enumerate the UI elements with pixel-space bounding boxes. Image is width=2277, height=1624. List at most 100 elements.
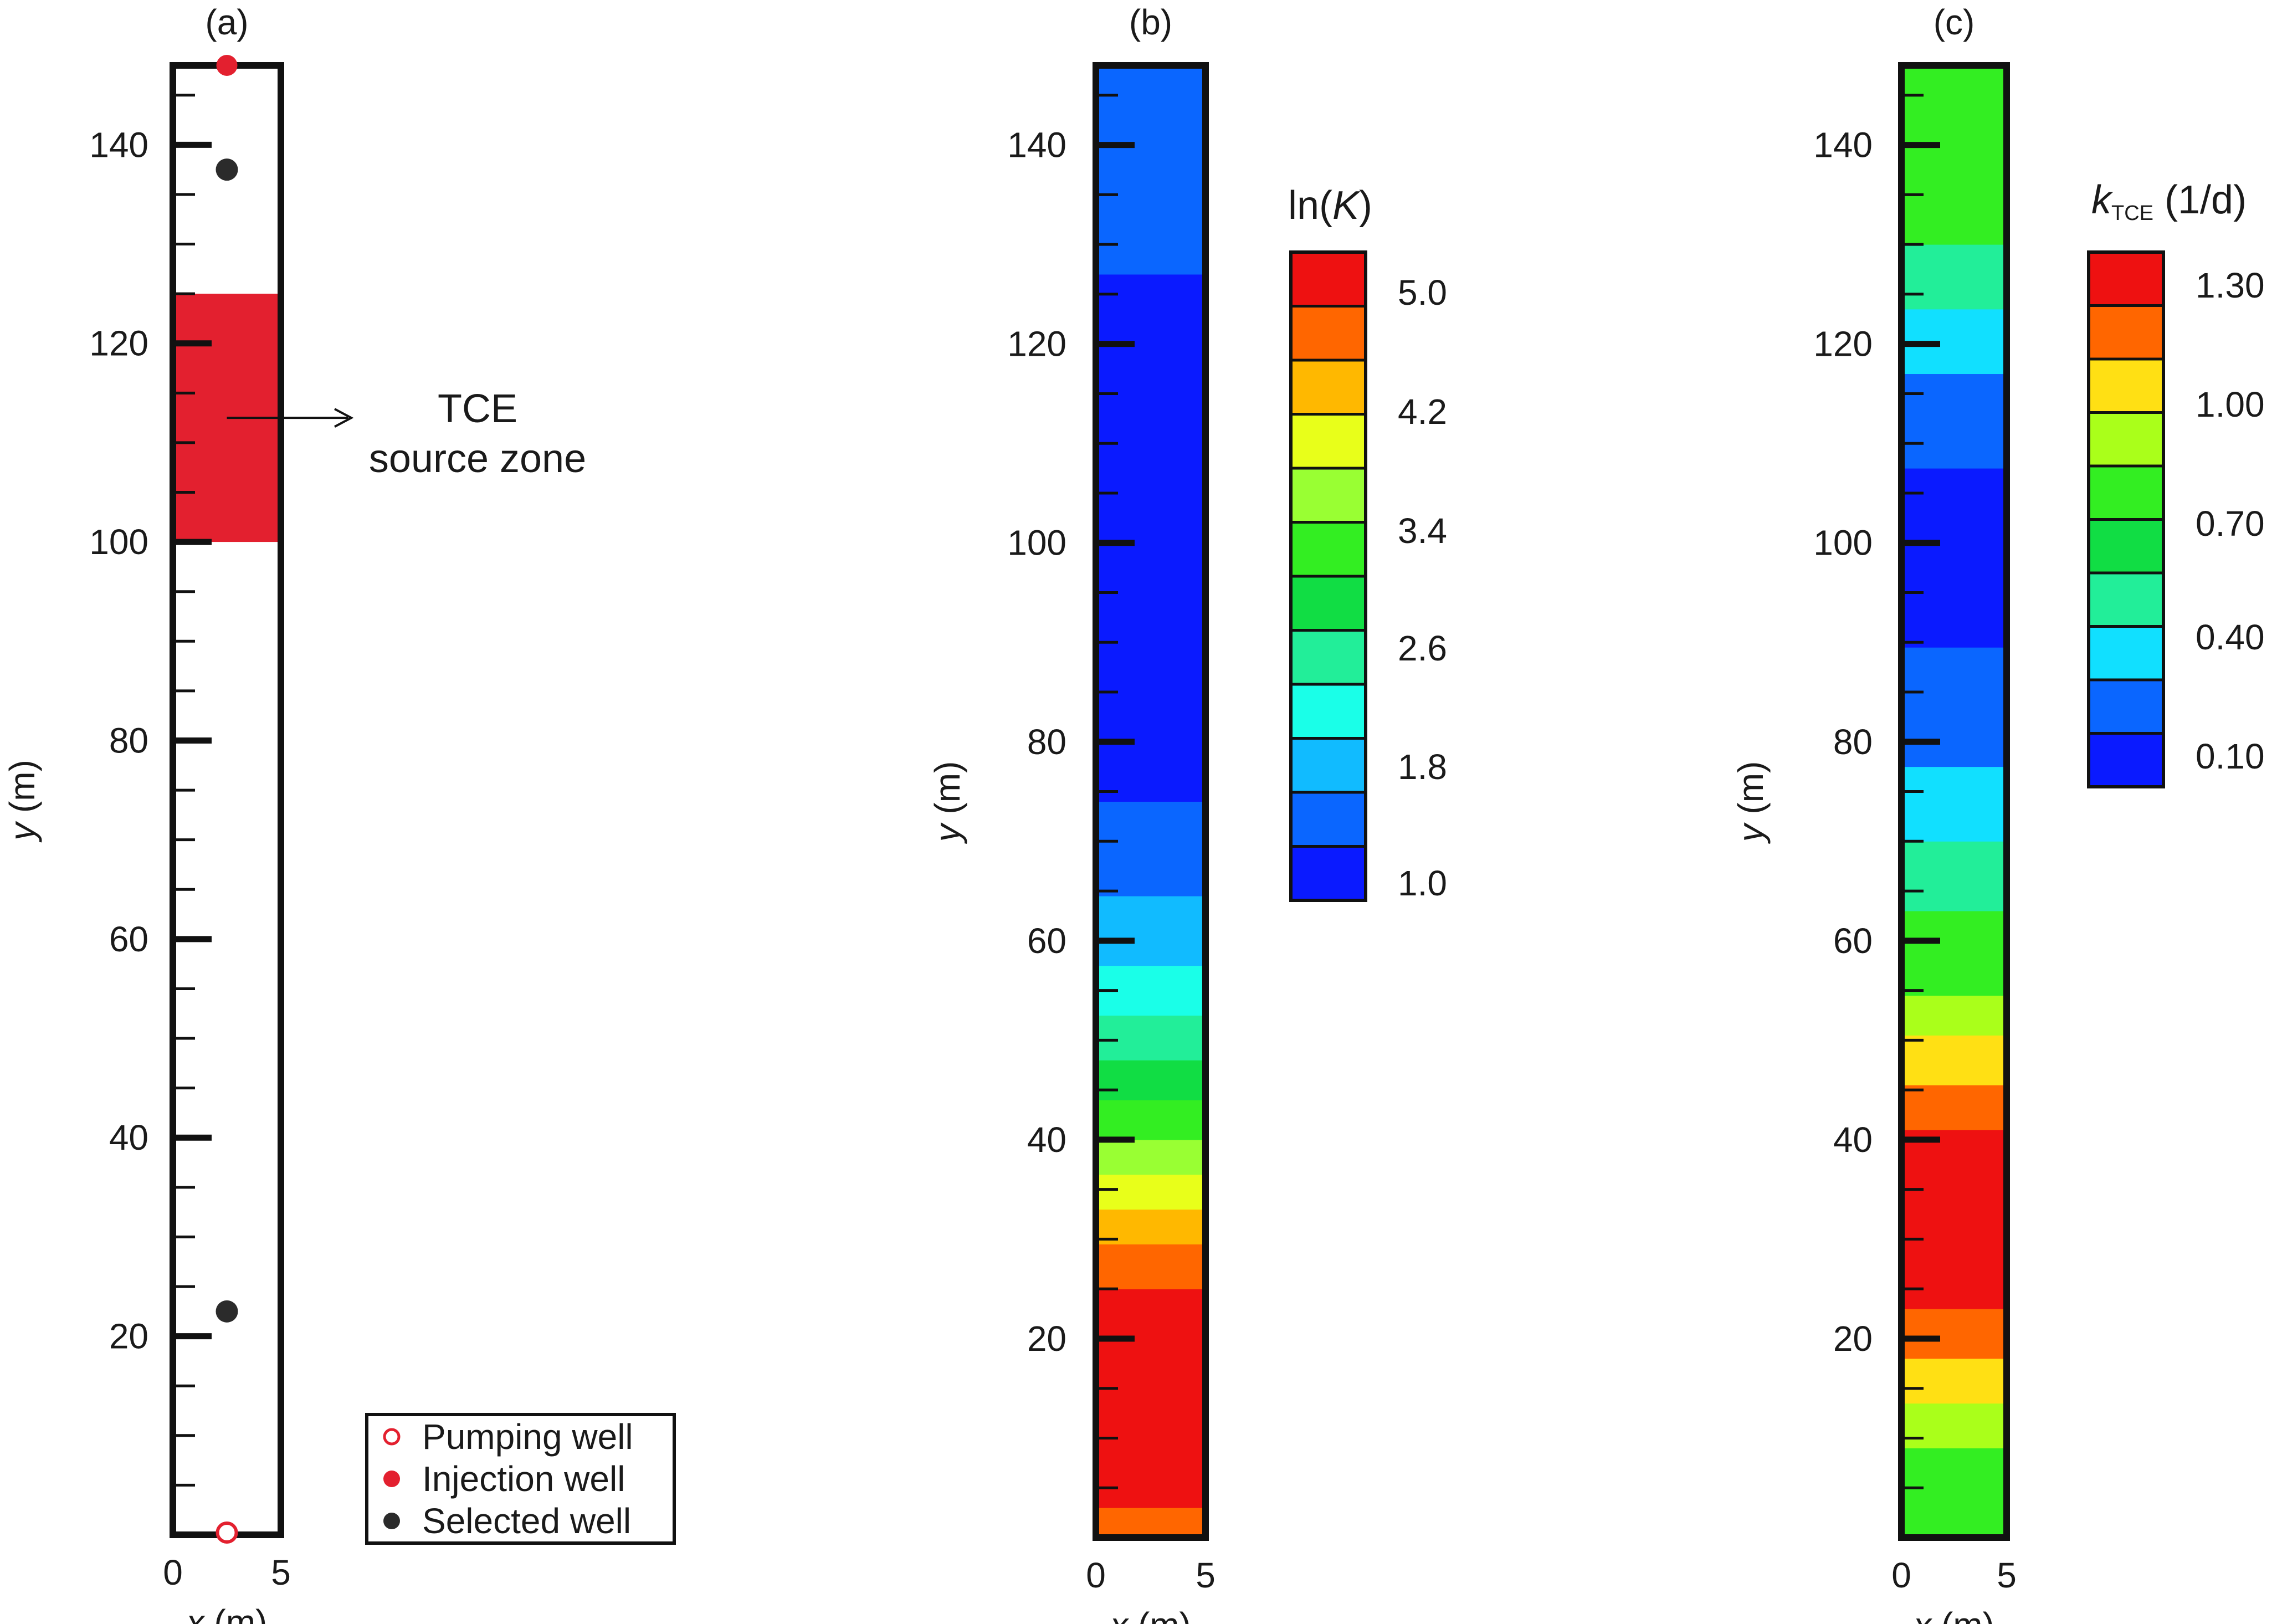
colorbar-cell bbox=[1291, 630, 1366, 684]
colorbar-label: 3.4 bbox=[1398, 511, 1447, 551]
heatmap-band bbox=[1901, 647, 2007, 767]
y-tick-label: 120 bbox=[1813, 324, 1873, 364]
x-axis-label: x (m) bbox=[1109, 1605, 1191, 1624]
heatmap-band bbox=[1901, 65, 2007, 245]
x-tick-label: 0 bbox=[1891, 1555, 1911, 1595]
heatmap-band bbox=[1096, 896, 1206, 966]
colorbar-cell bbox=[2089, 359, 2163, 413]
colorbar-title: ln(K) bbox=[1288, 183, 1372, 228]
heatmap-band bbox=[1096, 1244, 1206, 1289]
y-tick-label: 40 bbox=[1027, 1120, 1066, 1160]
legend-label: Pumping well bbox=[422, 1417, 633, 1457]
heatmap-band bbox=[1096, 274, 1206, 802]
heatmap-band bbox=[1901, 1448, 2007, 1498]
y-tick-label: 40 bbox=[1833, 1120, 1873, 1160]
colorbar-cell bbox=[1291, 684, 1366, 739]
y-tick-label: 80 bbox=[109, 720, 148, 760]
colorbar-cell bbox=[1291, 468, 1366, 522]
heatmap-band bbox=[1096, 1289, 1206, 1508]
colorbar-label: 0.70 bbox=[2196, 504, 2265, 544]
selected-well-marker bbox=[216, 158, 238, 181]
y-tick-label: 60 bbox=[1027, 921, 1066, 961]
y-tick-label: 20 bbox=[1833, 1319, 1873, 1359]
x-tick-label: 0 bbox=[163, 1553, 183, 1592]
colorbar-label: 0.40 bbox=[2196, 617, 2265, 657]
heatmap-band bbox=[1096, 801, 1206, 896]
colorbar-cell bbox=[2089, 680, 2163, 734]
heatmap-band bbox=[1096, 65, 1206, 275]
colorbar-frame bbox=[2087, 250, 2165, 788]
y-tick-label: 140 bbox=[1813, 125, 1873, 165]
legend-marker bbox=[383, 1513, 400, 1529]
selected-well-marker bbox=[216, 1300, 238, 1323]
y-tick-label: 80 bbox=[1027, 722, 1066, 762]
colorbar-cell bbox=[2089, 305, 2163, 359]
plot-frame bbox=[1093, 62, 1209, 1541]
heatmap-band bbox=[1096, 1174, 1206, 1210]
heatmap-band bbox=[1096, 1060, 1206, 1100]
heatmap-band bbox=[1901, 1129, 2007, 1309]
colorbar-label: 1.8 bbox=[1398, 747, 1447, 787]
colorbar-frame bbox=[1289, 250, 1367, 902]
panel-title: (b) bbox=[1129, 2, 1172, 42]
annotation-arrow-head bbox=[334, 408, 354, 428]
heatmap-band bbox=[1096, 1139, 1206, 1175]
y-tick-label: 100 bbox=[1007, 523, 1066, 563]
colorbar-cell bbox=[1291, 792, 1366, 847]
y-tick-label: 100 bbox=[89, 522, 148, 562]
colorbar-cell bbox=[2089, 573, 2163, 627]
y-tick-label: 120 bbox=[1007, 324, 1066, 364]
annotation-subtitle: source zone bbox=[369, 437, 586, 481]
colorbar-title: kTCE (1/d) bbox=[2091, 178, 2247, 225]
y-axis-label: y (m) bbox=[927, 761, 967, 844]
heatmap-band bbox=[1901, 1309, 2007, 1359]
colorbar-cell bbox=[1291, 252, 1366, 306]
colorbar-label: 1.0 bbox=[1398, 863, 1447, 903]
pumping-well-marker bbox=[216, 1521, 238, 1544]
heatmap-band bbox=[1901, 1358, 2007, 1404]
colorbar-cell bbox=[1291, 846, 1366, 900]
y-axis-label: y (m) bbox=[1731, 761, 1771, 844]
plot-frame bbox=[1898, 62, 2010, 1541]
colorbar-cell bbox=[2089, 252, 2163, 306]
heatmap-band bbox=[1901, 955, 2007, 996]
y-tick-label: 140 bbox=[1007, 125, 1066, 165]
x-tick-label: 5 bbox=[1997, 1555, 2017, 1595]
colorbar-label: 2.6 bbox=[1398, 628, 1447, 668]
colorbar-cell bbox=[1291, 306, 1366, 360]
heatmap-band bbox=[1901, 1035, 2007, 1085]
y-axis-label: y (m) bbox=[2, 760, 42, 843]
y-tick-label: 140 bbox=[89, 125, 148, 165]
colorbar-cell bbox=[1291, 360, 1366, 414]
colorbar-cell bbox=[1291, 738, 1366, 792]
y-tick-label: 120 bbox=[89, 324, 148, 363]
legend-marker-pumping bbox=[383, 1428, 401, 1446]
panel-title: (c) bbox=[1934, 2, 1975, 42]
injection-well-marker bbox=[216, 55, 238, 76]
heatmap-band bbox=[1096, 1508, 1206, 1538]
heatmap-band bbox=[1901, 1085, 2007, 1130]
colorbar-cell bbox=[2089, 466, 2163, 520]
heatmap-band bbox=[1901, 841, 2007, 911]
legend-frame bbox=[365, 1413, 676, 1545]
heatmap-band bbox=[1901, 1403, 2007, 1448]
colorbar-cell bbox=[2089, 519, 2163, 573]
colorbar-label: 0.10 bbox=[2196, 736, 2265, 776]
legend-label: Injection well bbox=[422, 1459, 625, 1499]
heatmap-band bbox=[1901, 373, 2007, 469]
panel-title: (a) bbox=[205, 2, 248, 42]
legend-marker bbox=[383, 1471, 400, 1487]
x-tick-label: 5 bbox=[1196, 1555, 1216, 1595]
panel-b: (b) 20 40 60 80 100 120 140 0 5 x (m) y (m) 5.0 4.2 3.… bbox=[927, 2, 1447, 1624]
annotation-title: TCE bbox=[438, 387, 517, 431]
heatmap-band bbox=[1096, 1100, 1206, 1140]
colorbar-cell bbox=[2089, 412, 2163, 466]
x-axis-label: x (m) bbox=[185, 1602, 268, 1624]
heatmap-band bbox=[1901, 1498, 2007, 1538]
heatmap-band bbox=[1901, 910, 2007, 956]
x-tick-label: 5 bbox=[271, 1553, 291, 1592]
y-tick-label: 100 bbox=[1813, 523, 1873, 563]
colorbar-label: 1.30 bbox=[2196, 265, 2265, 305]
